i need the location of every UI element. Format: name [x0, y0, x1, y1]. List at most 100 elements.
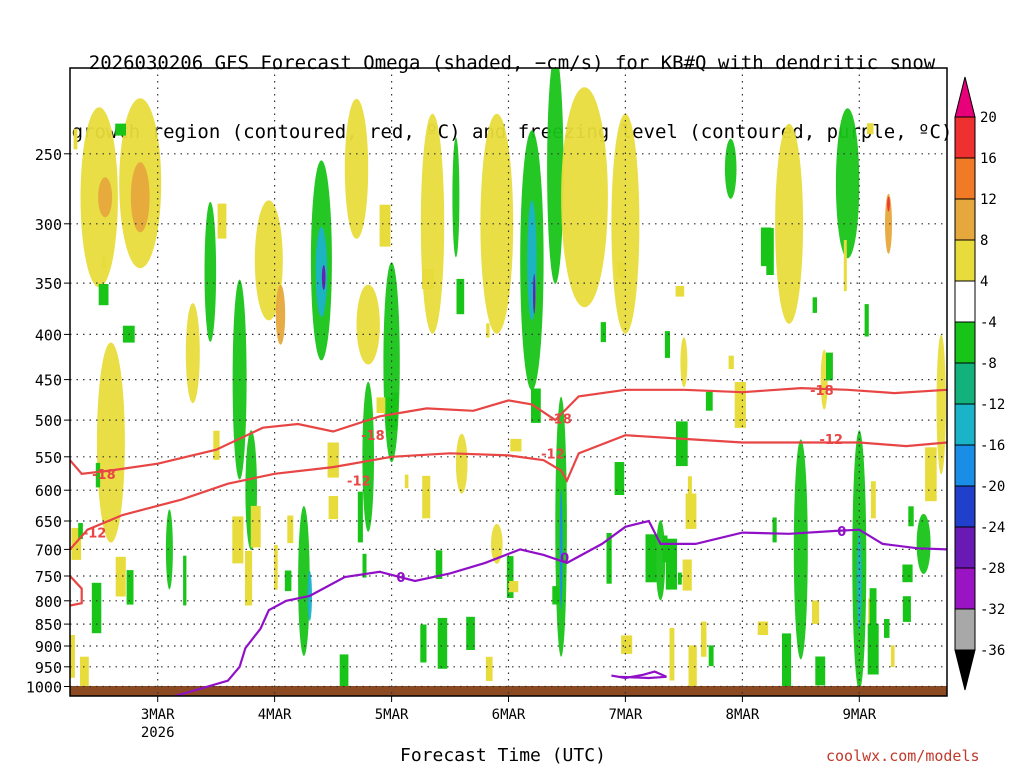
colorbar: 20 16 12 8 4 -4 -8 -12 -16 -20 -24 -28 -32 -36 [954, 76, 1005, 691]
omega-streak [217, 203, 227, 239]
omega-blob [561, 87, 608, 308]
colorbar-label: -20 [980, 479, 1005, 495]
omega-streak [866, 123, 874, 135]
temperature-contours [70, 386, 947, 696]
omega-blob [611, 113, 640, 334]
colorbar-arrow-bottom [954, 649, 976, 691]
omega-streak [552, 586, 560, 605]
omega-blob [559, 489, 563, 610]
y-tick-label: 950 [35, 659, 62, 677]
omega-streak [213, 430, 220, 460]
omega-streak [662, 535, 668, 563]
omega-streak [232, 516, 244, 564]
omega-streak [606, 533, 612, 584]
colorbar-swatch [954, 403, 976, 446]
y-tick-label: 600 [35, 482, 62, 500]
omega-streak [70, 635, 75, 678]
omega-streak [339, 654, 349, 696]
omega-streak [682, 559, 692, 591]
colorbar-swatch [954, 362, 976, 405]
omega-streak [98, 284, 109, 306]
contour-line [70, 386, 947, 475]
contour-label: 0 [396, 571, 405, 586]
omega-streak [284, 570, 292, 592]
omega-streak [327, 442, 339, 478]
contour-line [174, 519, 947, 696]
colorbar-arrow-top [954, 76, 976, 118]
omega-streak [734, 382, 746, 428]
omega-streak [437, 617, 448, 669]
omega-streak [685, 493, 697, 529]
omega-streak [485, 656, 493, 681]
contour-label: -18 [548, 413, 572, 428]
omega-streak [812, 600, 820, 624]
y-tick-label: 250 [35, 146, 62, 164]
colorbar-label: -28 [980, 561, 1005, 577]
omega-streak [510, 438, 522, 452]
x-tick-label: 9MAR [842, 707, 876, 723]
x-axis: 3MAR 4MAR 5MAR 6MAR 7MAR 8MAR 9MAR 2026 [141, 696, 877, 741]
omega-streak [506, 556, 514, 598]
y-tick-label: 400 [35, 326, 62, 344]
omega-streak [621, 635, 633, 654]
omega-blob [275, 284, 286, 345]
omega-streak [600, 322, 606, 343]
contour-label: 0 [837, 525, 846, 540]
x-axis-title: Forecast Time (UTC) [400, 745, 606, 766]
omega-streak [843, 240, 847, 292]
omega-shading [70, 68, 946, 696]
omega-streak [404, 474, 409, 489]
y-tick-label: 850 [35, 616, 62, 634]
x-tick-label: 7MAR [609, 707, 643, 723]
y-tick-label: 450 [35, 372, 62, 390]
grid-lines [70, 68, 947, 696]
omega-blob [793, 439, 808, 660]
omega-streak [665, 538, 677, 590]
omega-streak [126, 570, 134, 605]
omega-streak [664, 331, 670, 358]
contour-label: -12 [541, 447, 565, 462]
contour-label: -12 [819, 433, 843, 448]
omega-streak [274, 544, 278, 590]
contour-label: -12 [347, 475, 371, 490]
colorbar-label: -12 [980, 397, 1005, 413]
omega-streak [902, 596, 911, 622]
omega-streak [884, 619, 890, 638]
omega-streak [890, 645, 895, 668]
omega-streak [435, 550, 443, 579]
contour-line [611, 670, 667, 680]
colorbar-label: -24 [980, 520, 1005, 536]
omega-blob [165, 509, 173, 590]
chart-title-line2: growth region (contoured, red, ºC) and f… [71, 121, 953, 143]
omega-blob [185, 303, 200, 404]
omega-blob [204, 201, 217, 342]
omega-streak [815, 656, 826, 686]
site-credit: coolwx.com/models [826, 747, 980, 765]
colorbar-swatch [954, 280, 976, 323]
omega-streak [708, 645, 714, 667]
omega-streak [420, 624, 427, 663]
omega-blob [885, 193, 892, 254]
contour-label: -12 [83, 527, 107, 542]
colorbar-swatch [954, 526, 976, 569]
omega-streak [869, 588, 877, 637]
omega-streak [782, 633, 792, 687]
omega-blob [362, 381, 375, 532]
omega-blob [98, 177, 113, 218]
omega-blob [315, 226, 328, 317]
omega-streak [328, 496, 339, 520]
omega-blob [533, 273, 536, 314]
y-tick-label: 550 [35, 449, 62, 467]
x-tick-label: 4MAR [258, 707, 292, 723]
omega-streak [688, 645, 697, 691]
omega-streak [705, 391, 713, 411]
omega-streak [115, 556, 126, 597]
colorbar-swatch [954, 485, 976, 528]
colorbar-swatch [954, 198, 976, 241]
omega-streak [902, 564, 913, 583]
colorbar-swatch [954, 608, 976, 651]
omega-streak [826, 352, 833, 381]
omega-blob [96, 342, 125, 543]
omega-streak [675, 285, 685, 297]
